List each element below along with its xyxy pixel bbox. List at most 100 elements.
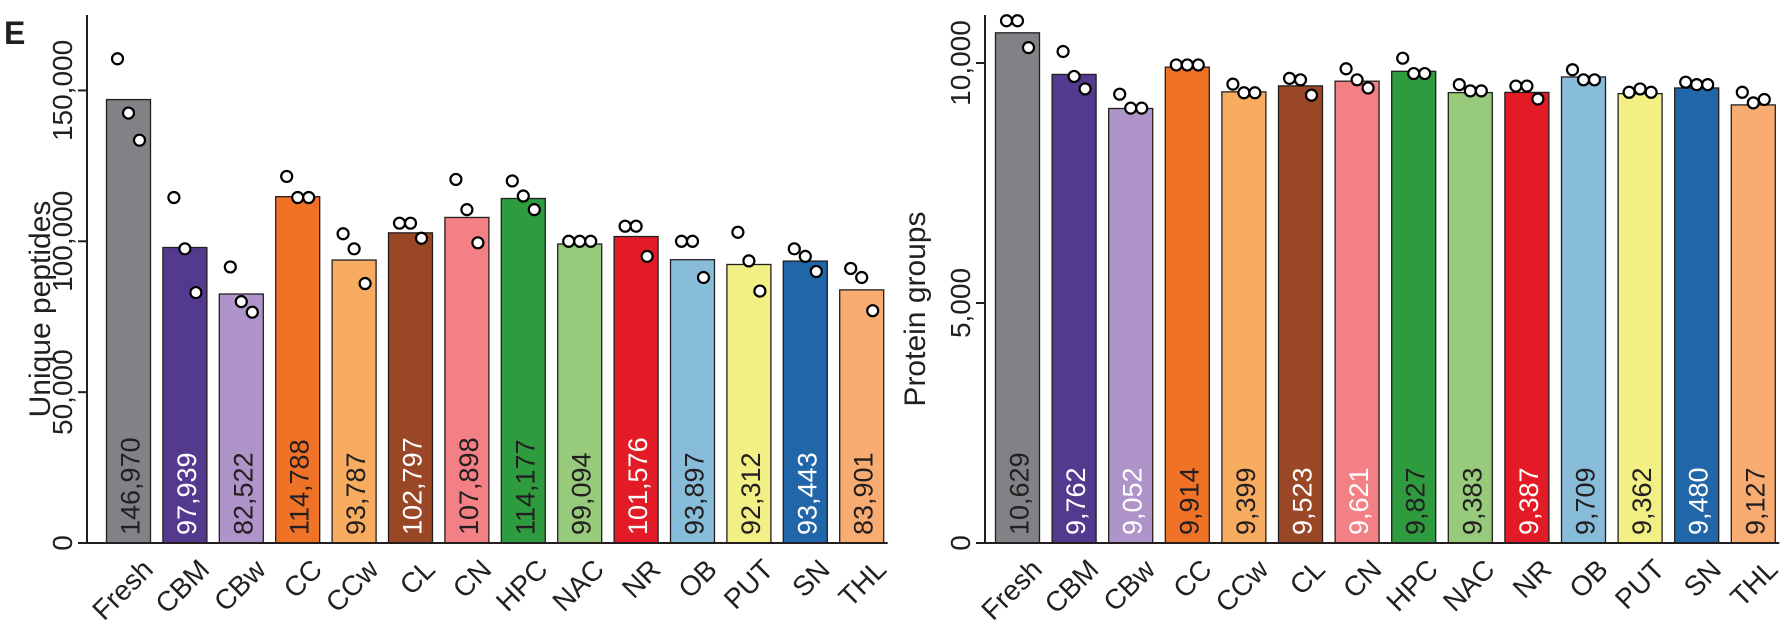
replicate-point: [1418, 66, 1432, 81]
replicate-point: [1407, 66, 1421, 81]
bar-value-label: 9,914: [1174, 467, 1204, 535]
replicate-point: [674, 234, 689, 248]
y-tick-label: 10,000: [945, 20, 976, 106]
bar-hpc: [500, 197, 546, 544]
bar-value-label: 102,797: [398, 437, 428, 535]
bar-ccw: [1221, 91, 1267, 544]
bar-put: [1617, 92, 1663, 544]
replicate-point: [1339, 62, 1353, 76]
category-label-cl: CL: [394, 553, 441, 600]
replicate-point: [1226, 77, 1240, 91]
replicate-point: [1622, 85, 1636, 99]
replicate-point: [731, 225, 745, 239]
replicate-point: [999, 14, 1014, 28]
replicate-point: [562, 234, 576, 248]
category-label-sn: SN: [786, 553, 835, 602]
bar-nr: [613, 235, 659, 544]
replicate-point: [1396, 51, 1410, 65]
bar-nac: [557, 243, 603, 544]
replicate-point: [584, 234, 598, 248]
bar-cn: [1334, 80, 1380, 544]
bar-cn: [444, 216, 490, 544]
bar-value-label: 107,898: [454, 437, 484, 535]
replicate-point: [121, 106, 136, 120]
bar-fresh: [105, 98, 152, 544]
replicate-point: [527, 203, 541, 217]
bar-value-label: 101,576: [623, 437, 653, 535]
bar-cbw: [218, 293, 264, 544]
replicate-point: [1633, 82, 1647, 96]
replicate-point: [178, 242, 192, 256]
category-label-cbm: CBM: [149, 553, 215, 619]
replicate-point: [1644, 85, 1658, 99]
replicate-point: [460, 203, 474, 217]
replicate-point: [1565, 63, 1580, 77]
unique-peptides-chart: Unique peptides 146,970 Fresh 97,939 CBM 82,5…: [24, 15, 892, 626]
panel-label: E: [4, 15, 25, 51]
bar-value-label: 10,629: [1005, 452, 1035, 535]
bar-value-label: 9,827: [1401, 467, 1431, 535]
bar-ob: [1560, 76, 1607, 544]
replicate-point: [1350, 73, 1364, 87]
category-label-cbw: CBw: [208, 553, 272, 617]
replicate-point: [358, 276, 372, 291]
replicate-point: [1587, 73, 1602, 87]
replicate-point: [505, 174, 519, 188]
replicate-point: [685, 234, 700, 248]
category-label-nr: NR: [616, 553, 667, 604]
bar-thl: [839, 289, 885, 544]
replicate-point: [1124, 101, 1138, 115]
replicate-point: [1067, 69, 1081, 84]
category-label-put: PUT: [718, 553, 780, 615]
replicate-point: [414, 231, 429, 245]
bar-cbw: [1108, 107, 1154, 544]
replicate-point: [516, 189, 530, 203]
category-label-fresh: Fresh: [86, 553, 159, 626]
bar-value-label: 83,901: [849, 452, 879, 535]
replicate-point: [1293, 73, 1308, 87]
bar-value-label: 146,970: [116, 437, 146, 535]
y-tick-label: 5,000: [945, 268, 976, 338]
replicate-point: [223, 260, 237, 274]
category-label-put: PUT: [1609, 553, 1671, 615]
replicate-point: [1078, 82, 1092, 96]
y-axis-label: Protein groups: [899, 211, 932, 406]
replicate-point: [449, 172, 463, 187]
replicate-point: [1690, 77, 1704, 92]
replicate-point: [110, 52, 125, 66]
replicate-point: [280, 169, 294, 184]
y-tick-label: 50,000: [47, 349, 78, 435]
replicate-point: [742, 254, 756, 268]
category-label-fresh: Fresh: [975, 553, 1048, 626]
category-label-thl: THL: [1724, 553, 1783, 612]
replicate-point: [1679, 75, 1693, 89]
bar-value-label: 93,897: [680, 452, 710, 535]
y-tick-label: 0: [47, 535, 78, 551]
y-tick-label: 150,000: [47, 40, 78, 141]
category-label-cn: CN: [1337, 553, 1388, 604]
replicate-point: [866, 304, 880, 318]
category-label-cbm: CBM: [1039, 553, 1105, 619]
bar-value-label: 9,480: [1684, 467, 1714, 535]
category-label-cbw: CBw: [1097, 553, 1161, 617]
bar-value-label: 9,387: [1514, 467, 1544, 535]
y-axis-label: Unique peptides: [24, 201, 57, 418]
category-label-ccw: CCw: [320, 553, 385, 618]
y-tick-label: 100,000: [47, 191, 78, 292]
bar-fresh: [994, 32, 1041, 544]
replicate-point: [1191, 58, 1205, 72]
replicate-point: [1509, 79, 1523, 93]
category-label-ob: OB: [672, 553, 723, 604]
replicate-point: [1746, 96, 1760, 110]
replicate-point: [403, 216, 418, 230]
replicate-point: [1169, 58, 1183, 72]
bar-value-label: 99,094: [567, 452, 597, 535]
replicate-point: [1248, 86, 1262, 100]
category-label-hpc: HPC: [1380, 553, 1444, 617]
replicate-point: [132, 133, 147, 147]
replicate-point: [1520, 79, 1534, 93]
bar-value-label: 9,399: [1231, 467, 1261, 535]
bar-value-label: 82,522: [228, 452, 258, 535]
category-label-nac: NAC: [1437, 553, 1501, 617]
